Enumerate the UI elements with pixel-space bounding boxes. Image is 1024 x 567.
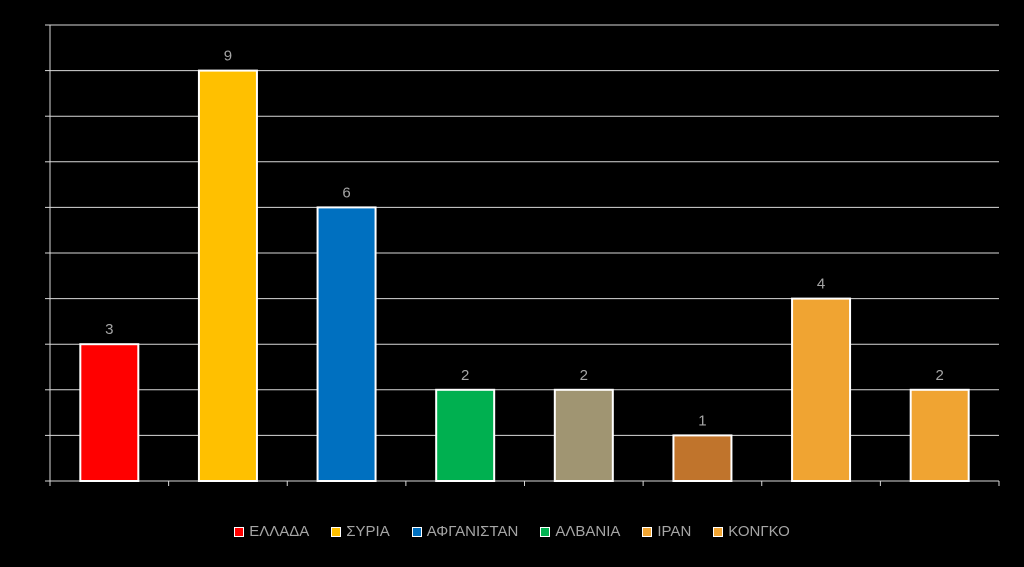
bar <box>909 388 970 482</box>
bar <box>435 388 496 482</box>
legend-label: ΑΦΓΑΝΙΣΤΑΝ <box>426 523 519 540</box>
bar <box>79 343 140 483</box>
data-labels: 3 9 6 2 2 1 4 2 <box>105 48 944 430</box>
data-label: 2 <box>461 367 469 384</box>
data-label: 4 <box>817 276 825 293</box>
bars <box>79 69 970 483</box>
legend: ΕΛΛΑΔΑ ΣΥΡΙΑ ΑΦΓΑΝΙΣΤΑΝ ΑΛΒΑΝΙΑ ΙΡΑΝ ΚΟΝ… <box>0 523 1024 540</box>
legend-swatch <box>331 526 342 537</box>
legend-item: ΑΦΓΑΝΙΣΤΑΝ <box>411 523 519 540</box>
legend-item: ΕΛΛΑΔΑ <box>234 523 309 540</box>
bar <box>791 297 852 482</box>
legend-item: ΙΡΑΝ <box>642 523 691 540</box>
legend-item: ΑΛΒΑΝΙΑ <box>540 523 620 540</box>
bar <box>553 388 614 482</box>
legend-label: ΚΟΝΓΚΟ <box>728 523 790 540</box>
legend-swatch <box>642 526 653 537</box>
data-label: 1 <box>698 412 706 429</box>
legend-swatch <box>411 526 422 537</box>
legend-label: ΙΡΑΝ <box>657 523 692 540</box>
gridlines <box>50 24 999 436</box>
legend-swatch <box>234 526 245 537</box>
data-label: 2 <box>580 367 588 384</box>
data-label: 2 <box>936 367 944 384</box>
axes <box>45 24 1000 486</box>
data-label: 6 <box>342 184 350 201</box>
data-label: 9 <box>224 48 232 65</box>
bar <box>197 69 258 482</box>
legend-swatch <box>540 526 551 537</box>
data-label: 3 <box>105 321 113 338</box>
legend-item: ΚΟΝΓΚΟ <box>713 523 790 540</box>
legend-swatch <box>713 526 724 537</box>
legend-label: ΣΥΡΙΑ <box>346 523 390 540</box>
legend-item: ΣΥΡΙΑ <box>331 523 390 540</box>
bar <box>316 206 377 482</box>
legend-label: ΕΛΛΑΔΑ <box>249 523 310 540</box>
legend-label: ΑΛΒΑΝΙΑ <box>555 523 621 540</box>
bar <box>672 434 733 482</box>
